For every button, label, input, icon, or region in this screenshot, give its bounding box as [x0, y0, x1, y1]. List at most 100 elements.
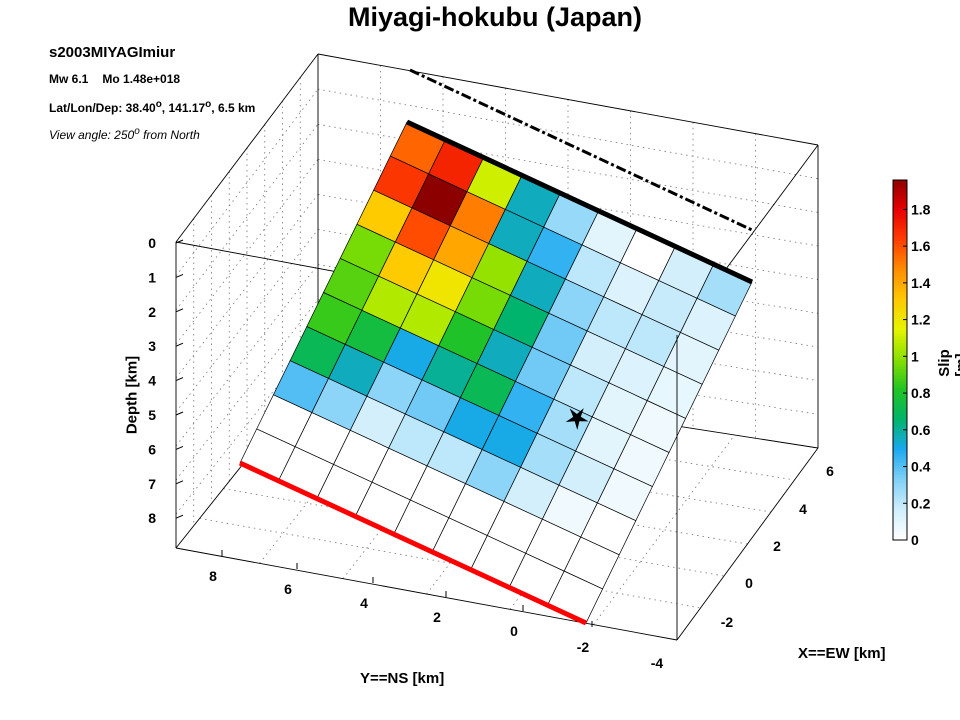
colorbar-tick-label: 1.6 [911, 238, 931, 254]
colorbar-swatch [893, 315, 907, 319]
z-tick-mark [175, 514, 184, 519]
colorbar-swatch [893, 198, 907, 202]
z-tick-mark [175, 273, 184, 278]
colorbar-swatch [893, 246, 907, 250]
x-axis-label: X==EW [km] [798, 645, 886, 662]
colorbar-swatch [893, 489, 907, 493]
colorbar-swatch [893, 471, 907, 475]
location-line: Lat/Lon/Dep: 38.40o, 141.17o, 6.5 km [49, 99, 255, 115]
colorbar-swatch [893, 525, 907, 529]
colorbar-swatch [893, 330, 907, 334]
axis-ticks: 0 1 2 3 4 5 6 7 8 -2 0 2 4 6 8 -4 -2 0 2 4 6 [148, 235, 834, 671]
colorbar-swatch [893, 333, 907, 337]
colorbar-swatch [893, 381, 907, 385]
colorbar-swatch [893, 210, 907, 214]
colorbar-swatch [893, 456, 907, 460]
axes-edge [676, 447, 819, 641]
colorbar-swatch [893, 297, 907, 301]
fault-top-edge [405, 119, 754, 285]
colorbar-swatch [893, 273, 907, 277]
z-tick-label: 1 [148, 269, 156, 285]
hypocenter-star [565, 408, 589, 430]
axes-edge [175, 53, 319, 243]
colorbar-swatch [893, 270, 907, 274]
colorbar-swatch [893, 498, 907, 502]
colorbar: 0 0.2 0.4 0.6 0.8 1 1.2 1.4 1.6 1.8 [892, 179, 931, 548]
z-tick-label: 3 [148, 338, 156, 354]
degree-sign: o [205, 99, 212, 110]
colorbar-swatch [893, 447, 907, 451]
colorbar-swatch [893, 288, 907, 292]
colorbar-swatch [893, 186, 907, 190]
colorbar-swatch [893, 369, 907, 373]
colorbar-swatch [893, 252, 907, 256]
grid-line [175, 159, 319, 345]
colorbar-swatch [893, 354, 907, 358]
colorbar-tick-label: 1.2 [911, 312, 931, 328]
colorbar-swatch [893, 444, 907, 448]
colorbar-swatch [893, 351, 907, 355]
z-tick-label: 2 [148, 304, 156, 320]
degree-sign: o [155, 99, 162, 110]
z-tick-mark [175, 377, 184, 382]
z-tick-label: 7 [148, 476, 156, 492]
grid-line [317, 123, 819, 213]
y-tick-label: 2 [433, 609, 441, 625]
z-tick-label: 4 [148, 373, 156, 389]
colorbar-swatch [893, 180, 907, 184]
colorbar-swatch [893, 294, 907, 298]
colorbar-label: Slip [m] [936, 349, 960, 377]
view-angle: View angle: 250 [49, 128, 135, 142]
colorbar-swatch [893, 462, 907, 466]
colorbar-tick-label: 0.6 [911, 422, 931, 438]
latitude: Lat/Lon/Dep: 38.40 [49, 101, 156, 115]
colorbar-swatch [893, 237, 907, 241]
colorbar-swatch [893, 423, 907, 427]
z-tick-mark [175, 239, 184, 244]
z-tick-mark [175, 342, 184, 347]
colorbar-swatch [893, 516, 907, 520]
x-tick-label: 4 [799, 501, 807, 517]
colorbar-swatch [893, 492, 907, 496]
y-tick-label: 8 [209, 568, 217, 584]
colorbar-tick-label: 0.8 [911, 385, 931, 401]
colorbar-swatch [893, 318, 907, 322]
grid-line [593, 434, 735, 625]
colorbar-swatch [893, 522, 907, 526]
colorbar-swatch [893, 432, 907, 436]
colorbar-tick-label: 1.8 [911, 201, 931, 217]
colorbar-swatch [893, 219, 907, 223]
x-tick-label: -2 [721, 614, 734, 630]
colorbar-swatch [893, 213, 907, 217]
colorbar-swatch [893, 528, 907, 532]
axes-edge [317, 53, 819, 146]
colorbar-swatch [893, 327, 907, 331]
colorbar-swatch [893, 222, 907, 226]
fault-bottom-edge [238, 460, 588, 626]
colorbar-swatch [893, 336, 907, 340]
magnitude: Mw 6.1 [49, 72, 89, 86]
x-tick-label: 6 [826, 463, 834, 479]
colorbar-swatch [893, 438, 907, 442]
z-tick-mark [175, 411, 184, 416]
colorbar-swatch [893, 393, 907, 397]
colorbar-swatch [893, 399, 907, 403]
axes-edge [175, 547, 678, 641]
y-tick-label: 0 [510, 623, 518, 639]
colorbar-swatch [893, 372, 907, 376]
colorbar-swatch [893, 357, 907, 361]
colorbar-swatch [893, 402, 907, 406]
colorbar-swatch [893, 291, 907, 295]
colorbar-swatch [893, 510, 907, 514]
colorbar-swatch [893, 408, 907, 412]
colorbar-swatch [893, 435, 907, 439]
colorbar-swatch [893, 183, 907, 187]
colorbar-swatch [893, 345, 907, 349]
x-tick-label: 0 [745, 575, 753, 591]
colorbar-tick-label: 1.4 [911, 275, 931, 291]
y-tick-label: 6 [284, 581, 292, 597]
colorbar-swatch [893, 429, 907, 433]
colorbar-swatch [893, 417, 907, 421]
colorbar-swatch [893, 285, 907, 289]
seismic-moment: Mo 1.48e+018 [102, 72, 181, 86]
